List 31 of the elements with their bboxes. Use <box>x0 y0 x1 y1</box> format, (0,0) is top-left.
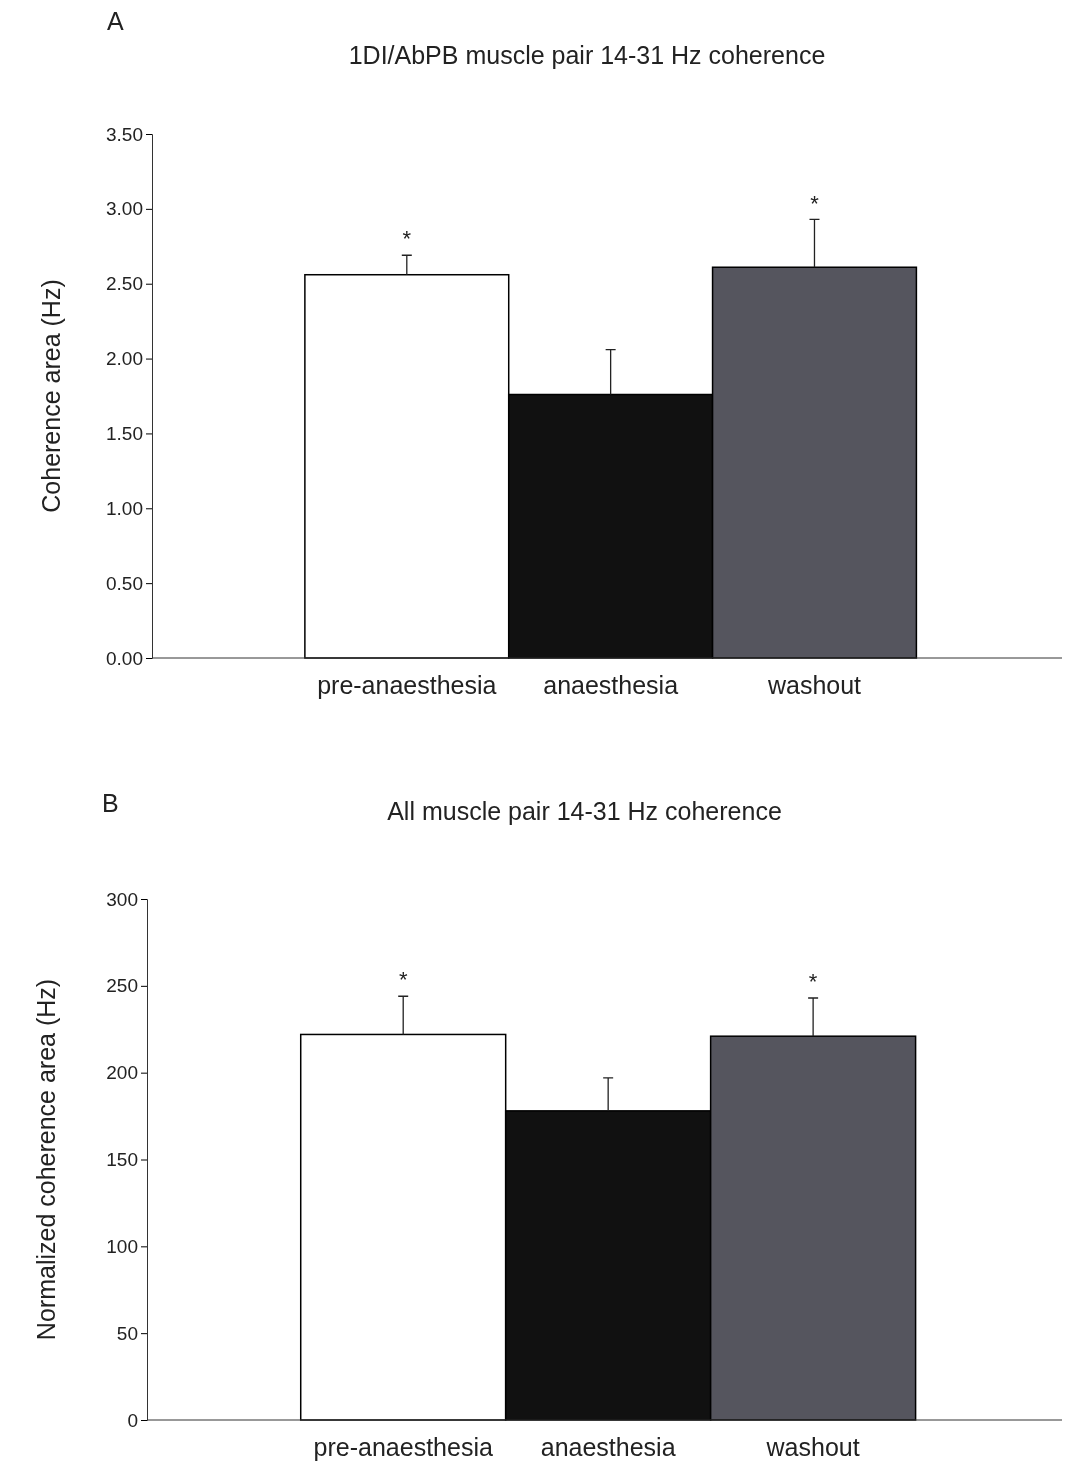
y-tick-label: 3.50 <box>106 123 143 145</box>
y-tick-label: 100 <box>106 1235 138 1257</box>
y-axis-title: Normalized coherence area (Hz) <box>31 978 60 1341</box>
y-tick-label: 50 <box>116 1322 138 1344</box>
y-tick-label: 2.50 <box>106 273 143 295</box>
chart-title: 1DI/AbPB muscle pair 14-31 Hz coherence <box>348 41 826 69</box>
annotation: * <box>810 190 820 216</box>
y-axis-title: Coherence area (Hz) <box>36 279 65 513</box>
y-tick-label: 1.50 <box>106 423 143 445</box>
annotation: * <box>398 967 408 993</box>
annotation: * <box>402 226 412 252</box>
annotation: * <box>808 969 818 995</box>
y-tick-label: 200 <box>106 1062 138 1084</box>
x-tick-label: anaesthesia <box>540 1432 676 1461</box>
x-tick-label: washout <box>766 670 862 699</box>
x-tick-label: pre-anaesthesia <box>317 670 497 699</box>
y-tick-label: 150 <box>106 1149 138 1171</box>
y-tick-label: 300 <box>106 888 138 910</box>
y-tick-label: 1.00 <box>106 497 143 519</box>
y-tick-label: 2.00 <box>106 348 143 370</box>
y-tick-label: 250 <box>106 975 138 997</box>
x-tick-label: washout <box>765 1432 860 1461</box>
chart-title: All muscle pair 14-31 Hz coherence <box>387 797 782 825</box>
y-tick-label: 0.50 <box>106 572 143 594</box>
y-tick-label: 0 <box>127 1409 138 1431</box>
x-tick-label: anaesthesia <box>543 670 679 699</box>
text: A <box>107 7 124 35</box>
text: B <box>102 789 119 817</box>
y-tick-label: 0.00 <box>106 647 143 669</box>
x-tick-label: pre-anaesthesia <box>313 1432 493 1461</box>
y-tick-label: 3.00 <box>106 198 143 220</box>
